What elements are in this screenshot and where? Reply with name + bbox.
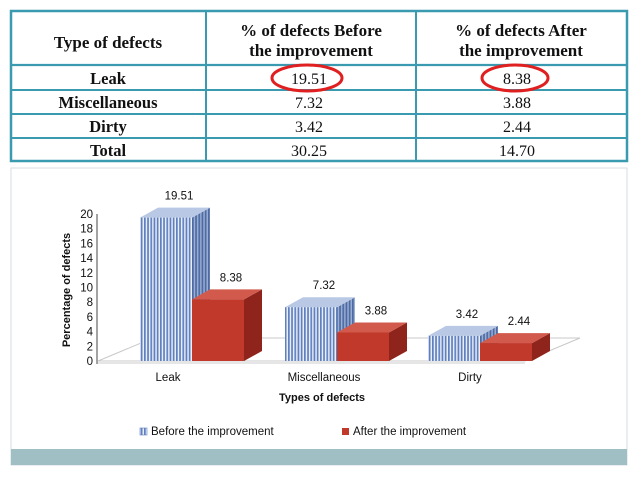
header-before-line2: the improvement <box>249 41 373 60</box>
chart-legend: Before the improvement After the improve… <box>139 426 467 438</box>
x-tick-label: Leak <box>156 372 181 384</box>
chart-floor-edge <box>98 361 525 364</box>
bar-miscellaneous-after <box>337 332 389 361</box>
y-axis-ticks: 0 2 4 6 8 10 12 14 16 18 20 <box>80 209 93 368</box>
y-tick-label: 12 <box>80 268 93 280</box>
table-frame <box>9 9 629 163</box>
header-type-of-defects: Type of defects <box>54 33 163 52</box>
data-label: 8.38 <box>220 272 242 284</box>
data-label: 2.44 <box>508 316 531 328</box>
header-after-line2: the improvement <box>459 41 583 60</box>
bar-top <box>480 333 550 344</box>
bar-data-labels: 19.51 8.38 7.32 3.88 3.42 2.44 <box>165 191 531 328</box>
y-tick-label: 14 <box>80 253 93 265</box>
bar-leak-before <box>140 217 192 361</box>
x-axis-tick-labels: Leak Miscellaneous Dirty <box>156 372 483 384</box>
bar-miscellaneous-before <box>285 307 337 361</box>
cell-dirty-before: 3.42 <box>295 119 323 136</box>
y-tick-label: 16 <box>80 238 93 250</box>
cell-dirty-after: 2.44 <box>503 119 531 136</box>
row-label-total: Total <box>90 141 126 160</box>
y-tick-label: 0 <box>87 356 93 368</box>
bar-dirty-before <box>428 335 480 361</box>
bar-dirty-after <box>480 343 532 361</box>
bar-side <box>389 322 407 361</box>
bar-top <box>285 297 355 308</box>
legend-label-after: After the improvement <box>353 426 467 438</box>
x-axis-title: Types of defects <box>279 392 365 404</box>
chart-panel: 0 2 4 6 8 10 12 14 16 18 20 19.51 8.38 7.32 3.88 3.42 2… <box>10 167 628 466</box>
y-axis-title: Percentage of defects <box>61 233 73 347</box>
legend-swatch-before <box>139 427 148 436</box>
cell-leak-after: 8.38 <box>503 71 531 88</box>
data-label: 7.32 <box>313 280 335 292</box>
cell-misc-before: 7.32 <box>295 95 323 112</box>
y-tick-label: 2 <box>87 341 93 353</box>
y-tick-label: 10 <box>80 283 93 295</box>
cell-total-before: 30.25 <box>291 143 327 160</box>
cell-misc-after: 3.88 <box>503 95 531 112</box>
bar-top <box>337 322 407 333</box>
highlight-circle-after <box>480 63 550 93</box>
y-tick-label: 4 <box>87 327 94 339</box>
cell-total-after: 14.70 <box>499 143 535 160</box>
bar-top <box>192 289 262 300</box>
row-label-miscellaneous: Miscellaneous <box>59 93 159 112</box>
cell-leak-before: 19.51 <box>291 71 327 88</box>
data-label: 3.88 <box>365 305 387 317</box>
bars <box>140 207 550 361</box>
y-tick-label: 20 <box>80 209 93 221</box>
y-tick-label: 6 <box>87 312 93 324</box>
legend-label-before: Before the improvement <box>151 426 275 438</box>
data-label: 19.51 <box>165 191 194 203</box>
x-tick-label: Miscellaneous <box>288 372 361 384</box>
legend-swatch-after <box>342 428 349 435</box>
bar-side <box>244 289 262 361</box>
y-tick-label: 8 <box>87 297 93 309</box>
data-label: 3.42 <box>456 309 478 321</box>
header-before-line1: % of defects Before <box>240 21 382 40</box>
bar-side <box>532 333 550 361</box>
row-label-leak: Leak <box>90 69 127 88</box>
bottom-strip <box>11 449 627 465</box>
bar-top <box>140 207 210 218</box>
row-label-dirty: Dirty <box>89 117 127 136</box>
bar-leak-after <box>192 299 244 361</box>
bar-top <box>428 325 498 336</box>
x-tick-label: Dirty <box>458 372 482 384</box>
highlight-circle-before <box>270 63 344 93</box>
defects-table: Type of defects % of defects Before the … <box>9 9 629 163</box>
y-tick-label: 18 <box>80 224 93 236</box>
header-after-line1: % of defects After <box>455 21 587 40</box>
